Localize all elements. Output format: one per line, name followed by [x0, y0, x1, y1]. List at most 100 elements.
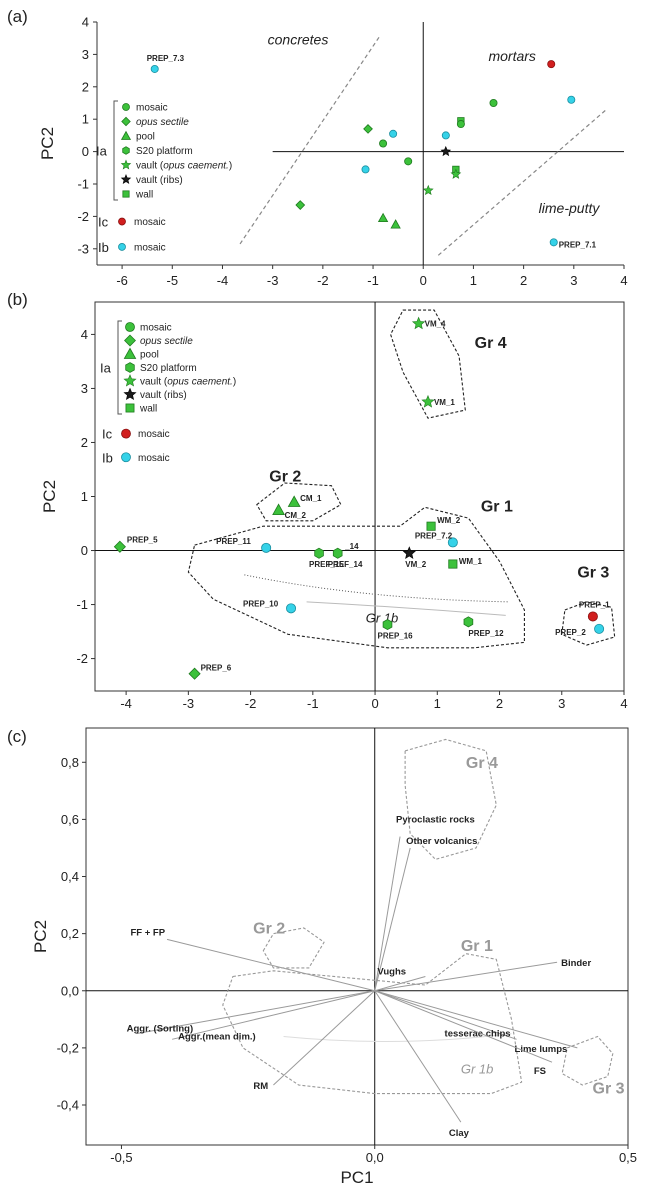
- group-label: Gr 3: [577, 565, 609, 582]
- panel-b: (b) -4 -3 -2 -1 0 1 2 3 4 -2 -1 0 1 2 3 4 PC2 Gr 4 Gr 2 Gr 1…: [7, 290, 628, 711]
- marker-circle: [549, 238, 558, 247]
- group-label: Gr 1: [481, 499, 513, 516]
- y-tick-label: -2: [77, 209, 89, 224]
- group-outline-gr1: [222, 953, 523, 1095]
- marker-star: [123, 387, 137, 401]
- group-outline-gr3: [561, 1035, 614, 1086]
- marker-star: [123, 374, 137, 387]
- marker-circle: [150, 64, 159, 73]
- panel-a: (a) -6 -5 -4 -3 -2 -1 0 1 2 3 4 -3 -2 -1 0 1 2 3 4 PC2 concre…: [7, 7, 628, 288]
- marker-hexagon: [125, 362, 135, 373]
- division-dashed-line: [239, 34, 382, 245]
- panel-label: (c): [7, 727, 27, 746]
- marker-square: [426, 521, 436, 531]
- point-label: PREP_16: [378, 632, 414, 641]
- marker-circle: [118, 217, 126, 226]
- marker-triangle: [390, 219, 401, 229]
- x-tick-label: -1: [367, 273, 379, 288]
- marker-star: [450, 168, 462, 179]
- x-tick-label: 0: [420, 273, 427, 288]
- y-tick-label: -3: [77, 241, 89, 256]
- y-tick-label: 2: [82, 79, 89, 94]
- x-tick-label: -3: [183, 696, 195, 711]
- region-label: lime-putty: [539, 200, 601, 216]
- marker-circle: [567, 95, 576, 104]
- loading-vector: [374, 990, 578, 1049]
- y-tick-label: 0: [82, 144, 89, 159]
- legend-item-label: vault (ribs): [140, 390, 187, 401]
- point-label: PREP_12: [468, 629, 504, 638]
- marker-diamond: [121, 116, 131, 127]
- y-tick-label: 0,2: [61, 926, 79, 941]
- marker-triangle: [377, 212, 389, 223]
- loading-vector: [374, 961, 558, 992]
- y-tick-label: 4: [81, 327, 88, 342]
- marker-circle: [547, 60, 556, 69]
- point-label: PREP_7.2: [415, 531, 453, 540]
- point-label: VM_4: [425, 320, 446, 329]
- panel-label: (b): [7, 290, 28, 309]
- marker-triangle: [287, 495, 301, 507]
- y-tick-label: 0,4: [61, 869, 79, 884]
- y-tick-label: -0,2: [57, 1040, 79, 1055]
- group-label: Gr 1b: [366, 610, 399, 625]
- legend: Ia mosaic opus sectile pool S20 platform vaul…: [96, 100, 232, 255]
- loading-vector: [273, 990, 376, 1086]
- y-tick-label: 3: [82, 47, 89, 62]
- marker-hexagon: [463, 616, 474, 628]
- legend-group-label: Ic: [102, 427, 113, 442]
- marker-square: [125, 403, 135, 413]
- y-tick-label: 2: [81, 435, 88, 450]
- x-tick-label: -2: [317, 273, 329, 288]
- loading-vector: [374, 976, 426, 992]
- group-label: Gr 4: [475, 335, 507, 352]
- y-tick-label: -1: [76, 597, 88, 612]
- point-label: PREP_7.3: [147, 54, 185, 63]
- vector-label: Other volcanics: [406, 836, 477, 847]
- legend-group-label: Ia: [96, 144, 108, 159]
- loading-vector: [374, 990, 462, 1123]
- loading-vector: [171, 990, 375, 1040]
- y-tick-label: 3: [81, 381, 88, 396]
- point-label: PREF_14: [328, 560, 363, 569]
- marker-circle: [587, 611, 598, 622]
- plot-frame: [94, 301, 625, 692]
- point-label: _14: [344, 542, 359, 551]
- legend-item-label: mosaic: [136, 103, 168, 114]
- legend-item-label: mosaic: [138, 453, 170, 464]
- marker-circle: [121, 452, 131, 463]
- point-label: PREP_11: [216, 537, 251, 546]
- marker-diamond: [295, 200, 306, 210]
- loading-vector: [374, 990, 517, 1040]
- x-tick-label: -4: [120, 696, 132, 711]
- x-tick-label: 0,5: [619, 1150, 637, 1165]
- region-label: mortars: [488, 48, 535, 64]
- y-axis-label: PC2: [40, 480, 59, 513]
- group-label: Gr 2: [269, 468, 301, 485]
- x-tick-label: 1: [470, 273, 477, 288]
- vector-label: Aggr.(mean dim.): [178, 1031, 256, 1042]
- marker-square: [122, 190, 130, 198]
- marker-star: [440, 145, 452, 157]
- y-tick-label: 1: [82, 112, 89, 127]
- x-tick-label: 3: [570, 273, 577, 288]
- marker-star: [120, 159, 132, 170]
- marker-circle: [379, 139, 388, 148]
- marker-triangle: [123, 347, 137, 359]
- point-label: PREP_1: [579, 600, 610, 609]
- marker-circle: [121, 428, 131, 439]
- point-label: PREP_10: [243, 599, 279, 608]
- vector-label: FF + FP: [130, 927, 165, 938]
- panel-c: (c) -0,5 0,0 0,5 -0,4 -0,2 0,0 0,2 0,4 0,6 0,8 PC2 P…: [7, 727, 637, 1187]
- group-label: Gr 1: [461, 938, 493, 955]
- point-label: PREP_5: [127, 536, 158, 545]
- marker-circle: [361, 165, 370, 174]
- y-tick-label: 1: [81, 489, 88, 504]
- loading-vector: [374, 836, 401, 991]
- x-axis-label: PC1: [340, 1168, 373, 1187]
- legend-group-label: Ia: [100, 361, 112, 376]
- x-tick-label: -4: [217, 273, 229, 288]
- vector-label: Vughs: [377, 966, 406, 977]
- marker-hexagon: [332, 547, 343, 559]
